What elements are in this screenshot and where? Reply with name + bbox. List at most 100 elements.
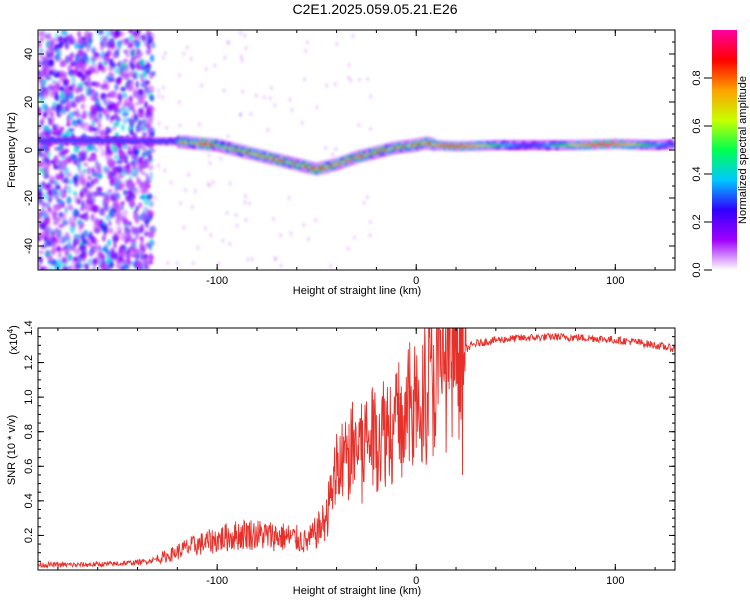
noise-cell (333, 82, 337, 87)
noise-cell (58, 223, 65, 229)
noise-cell (104, 51, 109, 58)
noise-cell (162, 55, 165, 60)
noise-cell (138, 164, 143, 173)
noise-cell (81, 36, 87, 41)
noise-cell (117, 100, 122, 105)
noise-cell (193, 188, 197, 193)
noise-cell (115, 93, 120, 101)
noise-cell (122, 72, 130, 80)
noise-cell (140, 34, 147, 41)
noise-cell (119, 182, 123, 187)
noise-cell (137, 126, 144, 132)
noise-cell (68, 264, 73, 270)
noise-cell (47, 37, 55, 44)
noise-cell (97, 251, 104, 257)
noise-cell (138, 73, 143, 79)
noise-cell (329, 264, 333, 269)
noise-cell (46, 151, 52, 159)
noise-cell (128, 187, 133, 197)
noise-cell (44, 183, 52, 189)
noise-cell (137, 112, 142, 117)
noise-cell (109, 261, 114, 269)
noise-cell (105, 145, 112, 155)
noise-cell (150, 148, 156, 154)
spectrogram-x-tick-label: 100 (606, 275, 624, 287)
noise-cell (146, 194, 153, 201)
noise-cell (81, 206, 85, 212)
noise-cell (40, 85, 46, 94)
noise-cell (66, 100, 72, 110)
noise-cell (169, 180, 173, 185)
noise-cell (99, 92, 106, 100)
noise-cell (38, 191, 44, 199)
noise-cell (148, 116, 155, 121)
noise-cell (137, 119, 143, 128)
noise-cell (46, 188, 53, 197)
noise-cell (58, 163, 63, 169)
noise-cell (325, 83, 329, 88)
noise-cell (165, 125, 169, 130)
colorbar-scale (712, 30, 737, 270)
noise-cell (96, 186, 102, 195)
noise-cell (47, 266, 54, 270)
noise-cell (132, 228, 138, 234)
noise-cell (79, 194, 84, 200)
noise-cell (362, 200, 366, 205)
noise-cell (162, 85, 165, 90)
noise-cell (126, 181, 134, 190)
noise-cell (109, 171, 116, 179)
noise-cell (175, 261, 179, 266)
noise-cell (129, 119, 135, 129)
noise-cell (107, 220, 112, 227)
noise-cell (83, 263, 88, 268)
noise-cell (75, 95, 82, 104)
noise-cell (300, 120, 304, 125)
noise-cell (92, 258, 98, 266)
noise-cell (122, 143, 128, 150)
noise-cell (48, 210, 55, 215)
noise-cell (141, 171, 146, 176)
noise-cell (56, 80, 62, 85)
noise-cell (130, 63, 136, 71)
noise-cell (95, 30, 103, 35)
noise-cell (54, 32, 59, 39)
noise-cell (102, 246, 108, 252)
noise-cell (63, 166, 68, 171)
noise-cell (80, 144, 85, 153)
snr-x-label: Height of straight line (km) (293, 585, 421, 597)
spectrogram-noise (38, 30, 373, 270)
figure-title: C2E1.2025.059.05.21.E26 (292, 1, 457, 17)
colorbar-tick-label: 0.6 (691, 118, 703, 133)
noise-cell (56, 217, 61, 223)
noise-cell (59, 172, 63, 181)
noise-cell (113, 231, 120, 237)
noise-cell (83, 81, 90, 86)
noise-cell (136, 176, 140, 186)
noise-cell (46, 53, 51, 59)
noise-cell (135, 205, 140, 212)
noise-cell (88, 142, 96, 152)
snr-y-tick-label: 0.4 (23, 493, 35, 508)
noise-cell (243, 33, 247, 38)
noise-cell (119, 252, 125, 258)
noise-cell (353, 235, 356, 240)
noise-cell (139, 195, 145, 200)
noise-cell (92, 222, 97, 228)
noise-cell (40, 37, 45, 43)
noise-cell (109, 158, 114, 165)
noise-cell (124, 38, 129, 45)
noise-cell (148, 153, 152, 163)
noise-cell (94, 147, 99, 153)
noise-cell (198, 122, 201, 127)
noise-cell (48, 175, 56, 182)
noise-cell (154, 196, 157, 201)
noise-cell (128, 41, 133, 48)
noise-cell (273, 103, 277, 108)
noise-cell (92, 265, 97, 270)
noise-cell (132, 249, 138, 254)
noise-cell (139, 242, 144, 250)
noise-cell (111, 102, 118, 110)
noise-cell (100, 83, 107, 90)
noise-cell (61, 265, 69, 270)
noise-cell (73, 241, 77, 248)
